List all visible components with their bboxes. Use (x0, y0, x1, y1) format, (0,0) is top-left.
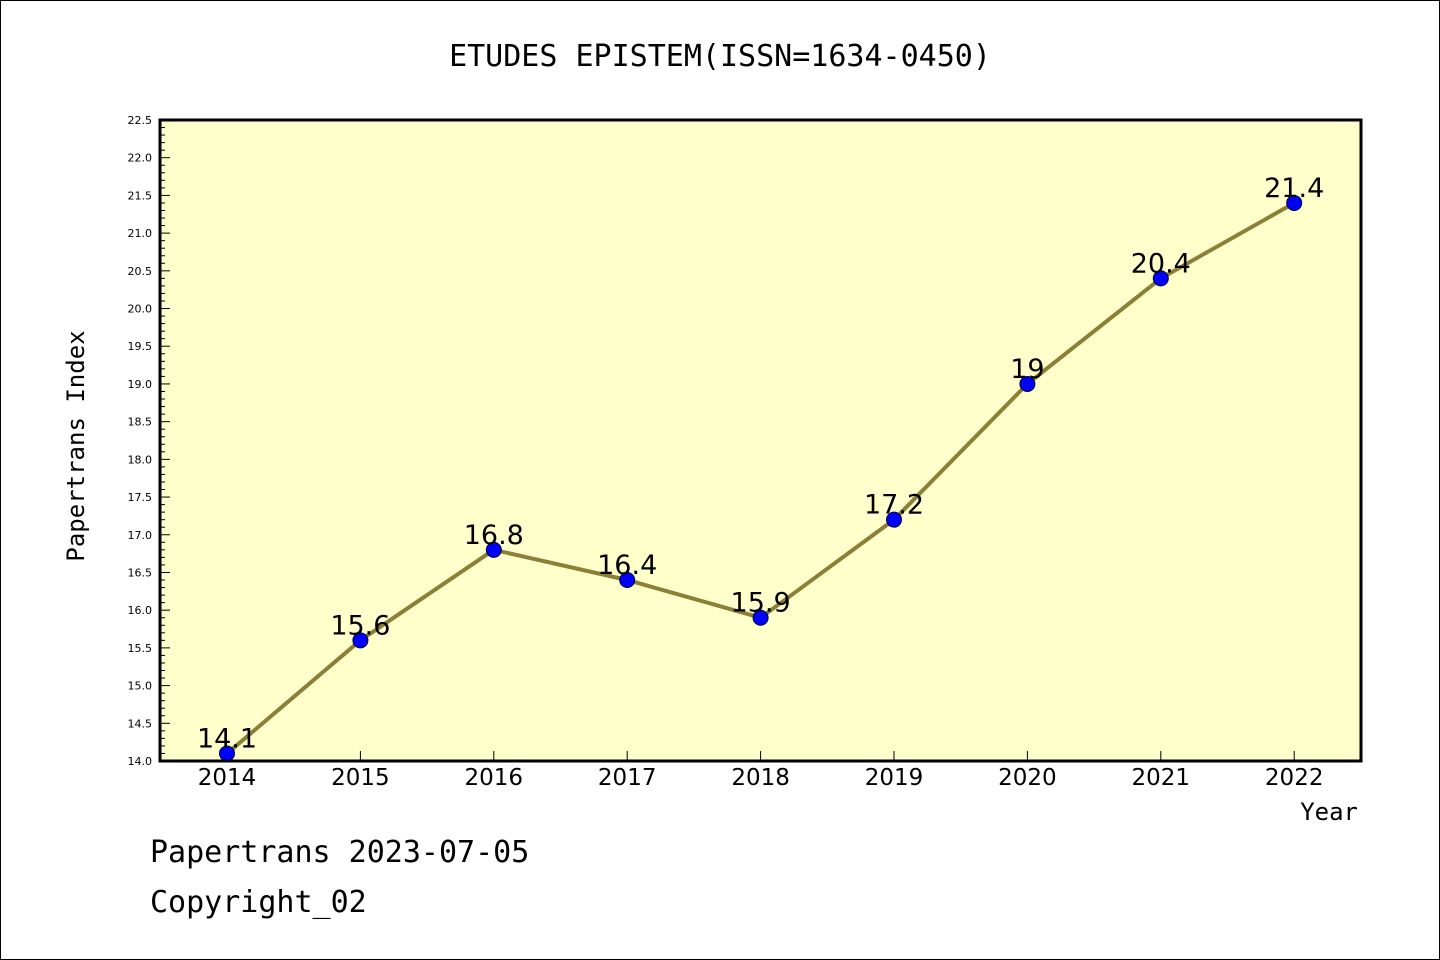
y-tick-label: 16.0 (128, 604, 153, 617)
data-label: 15.6 (330, 610, 390, 641)
chart-title: ETUDES EPISTEM(ISSN=1634-0450) (449, 39, 991, 74)
series-line-group (219, 194, 1303, 762)
x-tick-label: 2020 (998, 765, 1057, 791)
x-tick-label: 2016 (465, 765, 524, 791)
x-tick-label: 2015 (331, 765, 390, 791)
data-point (1019, 375, 1036, 392)
x-tick-label: 2014 (198, 765, 257, 791)
x-tick-label: 2021 (1132, 765, 1191, 791)
footer-copyright: Copyright_02 (150, 885, 367, 920)
x-axis: 2014 2015 2016 2017 2018 2019 2020 2021 2022 (198, 751, 1324, 791)
plot-area (160, 120, 1361, 761)
data-label: 15.9 (731, 588, 791, 619)
y-tick-label: 16.5 (128, 566, 153, 579)
x-tick-label: 2022 (1265, 765, 1324, 791)
data-point (485, 541, 502, 558)
y-tick-label: 18.0 (128, 453, 153, 466)
y-tick-label: 15.5 (128, 642, 153, 655)
y-tick-label: 15.0 (128, 680, 153, 693)
data-label: 14.1 (197, 723, 257, 754)
data-point (1286, 194, 1303, 211)
x-tick-label: 2018 (731, 765, 790, 791)
y-tick-label: 22.5 (128, 114, 153, 127)
data-point (752, 609, 769, 626)
y-axis: 14.0 14.5 15.0 15.5 16.0 16.5 17.0 17.5 18.0 18.5… (128, 114, 170, 768)
x-tick-label: 2017 (598, 765, 657, 791)
data-point (1152, 270, 1169, 287)
data-label: 19 (1010, 354, 1044, 385)
data-point (352, 632, 369, 649)
x-axis-label: Year (1300, 798, 1358, 826)
y-tick-label: 19.5 (128, 340, 153, 353)
data-label: 21.4 (1264, 173, 1324, 204)
y-tick-label: 19.0 (128, 378, 153, 391)
x-tick-label: 2019 (865, 765, 924, 791)
data-label-group: 14.1 15.6 16.8 16.4 15.9 17.2 19 20.4 21.4 (197, 173, 1324, 755)
data-point (886, 511, 902, 528)
y-tick-label: 21.0 (128, 227, 153, 240)
y-axis-label: Papertrans Index (62, 330, 90, 561)
data-label: 17.2 (864, 490, 924, 521)
plot-border (158, 118, 1363, 763)
y-tick-label: 17.5 (128, 491, 153, 504)
data-point (619, 572, 636, 589)
data-label: 20.4 (1131, 248, 1191, 279)
y-tick-label: 21.5 (128, 189, 153, 202)
y-tick-label: 22.0 (128, 152, 153, 165)
y-tick-label: 14.5 (128, 717, 153, 730)
y-tick-label: 14.0 (128, 755, 153, 768)
data-label: 16.4 (597, 550, 657, 581)
y-tick-label: 20.0 (128, 303, 153, 316)
data-label: 16.8 (464, 520, 524, 551)
y-tick-label: 20.5 (128, 265, 153, 278)
y-tick-label: 17.0 (128, 529, 153, 542)
footer-date: Papertrans 2023-07-05 (150, 835, 530, 870)
y-tick-label: 18.5 (128, 416, 153, 429)
